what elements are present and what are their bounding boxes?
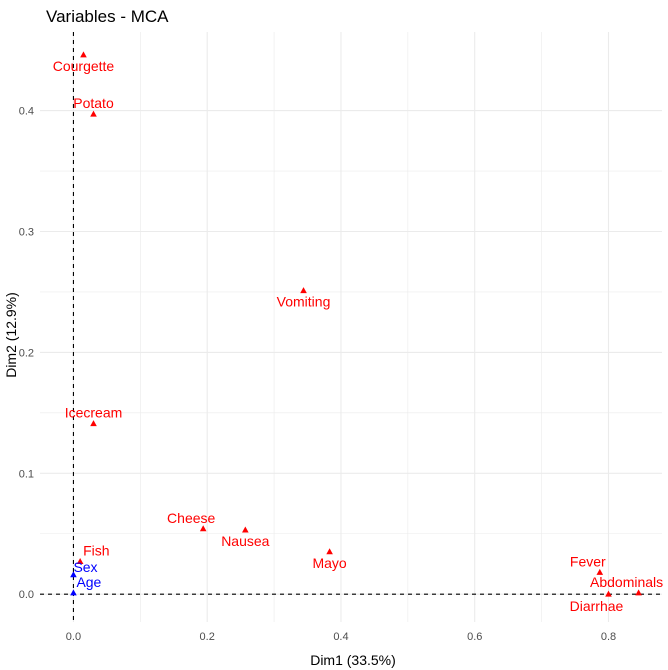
x-tick-label: 0.8 <box>601 631 616 643</box>
point-abdominals <box>635 589 642 596</box>
point-label-nausea: Nausea <box>221 533 269 549</box>
point-label-icecream: Icecream <box>65 405 123 421</box>
point-icecream <box>90 420 97 427</box>
point-label-sex: Sex <box>73 559 97 575</box>
point-fever <box>596 568 604 575</box>
point-vomiting <box>300 287 307 294</box>
y-tick-label: 0.4 <box>19 106 34 118</box>
point-label-courgette: Courgette <box>53 58 115 74</box>
point-mayo <box>326 548 333 555</box>
point-potato <box>90 110 97 117</box>
point-label-fever: Fever <box>570 553 606 569</box>
point-courgette <box>80 51 87 58</box>
y-tick-label: 0.3 <box>19 226 34 238</box>
point-label-vomiting: Vomiting <box>277 294 331 310</box>
point-label-potato: Potato <box>73 95 114 111</box>
point-age <box>70 589 77 596</box>
point-label-mayo: Mayo <box>312 555 346 571</box>
point-label-fish: Fish <box>83 543 109 559</box>
point-cheese <box>199 525 207 532</box>
x-tick-label: 0.6 <box>467 631 482 643</box>
point-label-cheese: Cheese <box>167 510 215 526</box>
x-tick-label: 0.4 <box>333 631 348 643</box>
point-label-diarrhae: Diarrhae <box>570 598 624 614</box>
point-fish <box>76 557 84 564</box>
plot-area: 0.0 0.2 0.4 0.6 0.8 0.0 0.1 0.2 0.3 0.4 Courgette P… <box>19 32 663 643</box>
x-axis-title: Dim1 (33.5%) <box>310 652 396 668</box>
y-tick-label: 0.0 <box>19 589 34 601</box>
y-tick-label: 0.2 <box>19 347 34 359</box>
point-diarrhae <box>605 590 612 597</box>
x-tick-label: 0.2 <box>200 631 215 643</box>
point-nausea <box>242 526 249 533</box>
point-label-age: Age <box>76 574 101 590</box>
point-label-abdominals: Abdominals <box>590 574 663 590</box>
y-axis-title: Dim2 (12.9%) <box>3 292 19 378</box>
chart-title: Variables - MCA <box>46 7 169 26</box>
y-tick-label: 0.1 <box>19 468 34 480</box>
x-tick-label: 0.0 <box>66 631 81 643</box>
point-sex <box>70 571 77 578</box>
